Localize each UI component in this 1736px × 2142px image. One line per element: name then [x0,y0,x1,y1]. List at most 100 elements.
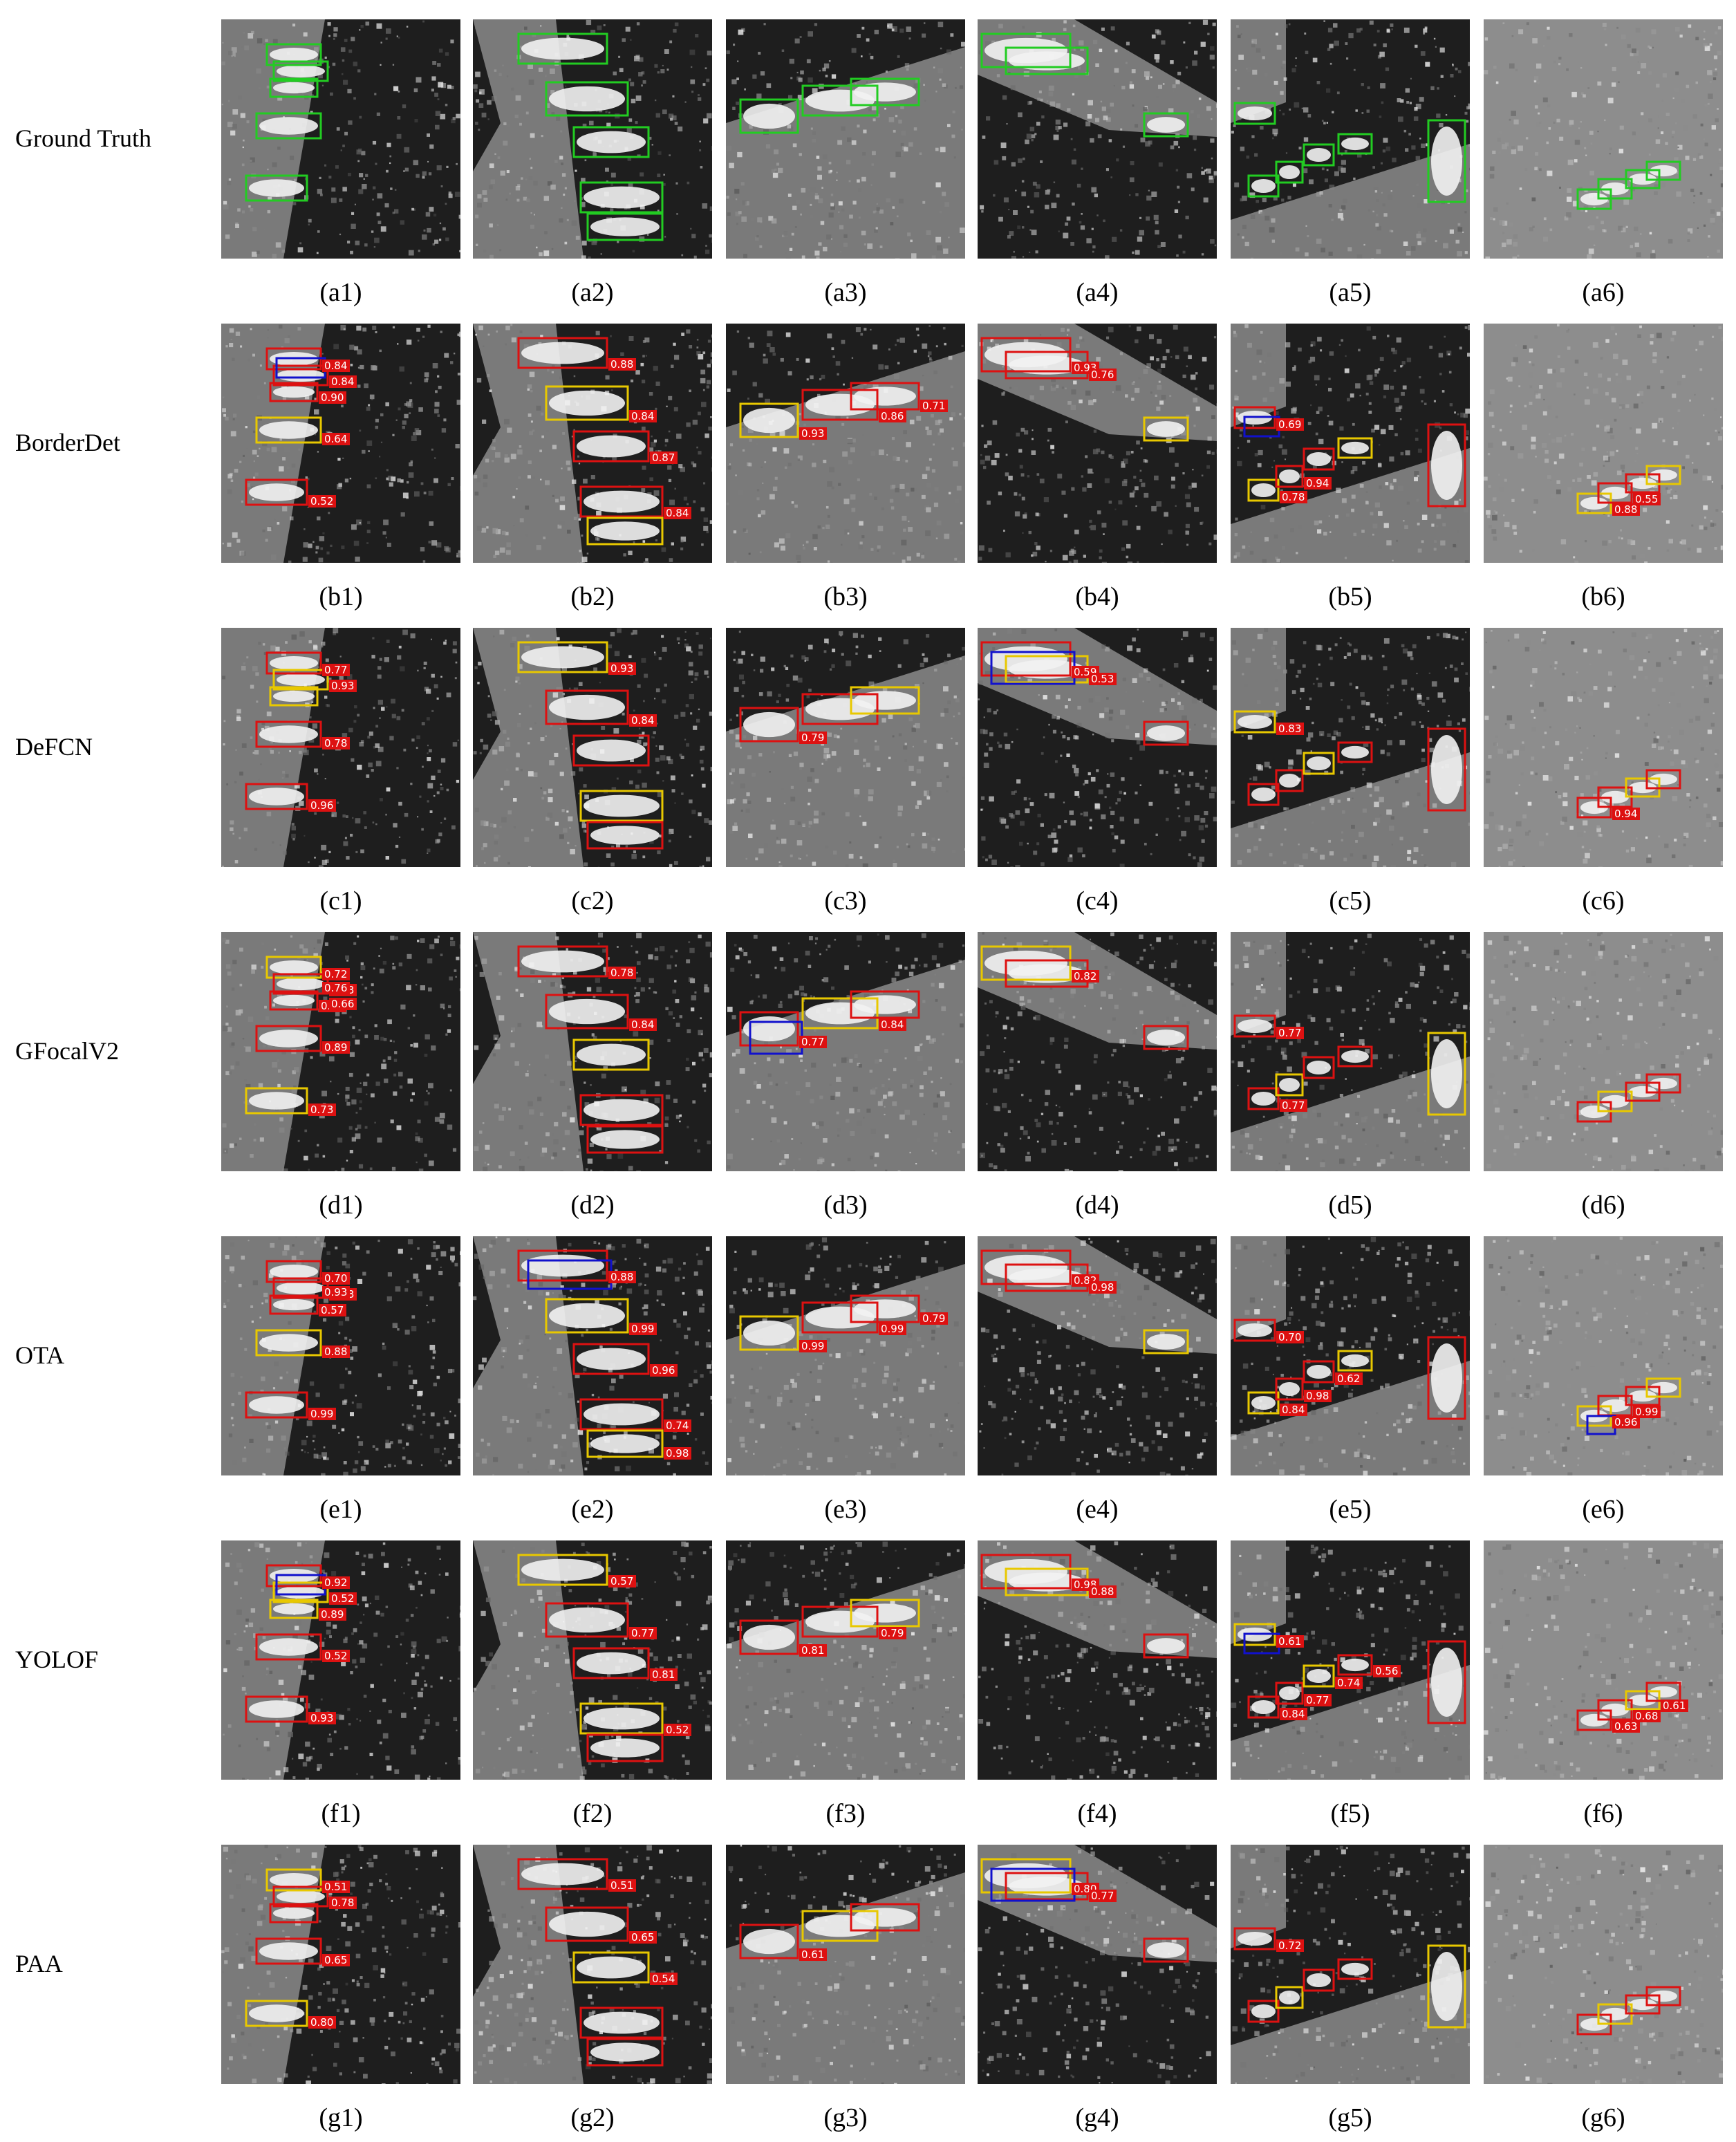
ship-target [1601,2007,1629,2021]
ship-target [249,2004,304,2022]
ship-target [743,1624,795,1650]
ship-target [1431,735,1462,804]
score-label-bg [329,680,357,692]
sar-image-panel: 0.88 0.99 0.96 0.74 0.98 [473,1236,712,1475]
panel-canvas [473,19,712,259]
missed-detection-box [545,385,629,421]
missed-detection-box [255,1329,322,1357]
ship-target [259,1638,318,1656]
ship-target [1009,1268,1085,1287]
score-label-bg [629,1931,657,1944]
sar-image-panel: 0.82 [978,932,1217,1171]
speckle-texture [978,1845,1217,2084]
ship-target [1650,1990,1677,2002]
detection-box [1645,1986,1681,2006]
panel-caption: (c1) [319,886,362,915]
ship-target [854,387,916,406]
score-label-bg [1276,418,1304,431]
ship-target [1147,1334,1185,1350]
score-label-bg [1089,1585,1117,1598]
speckle-texture [978,1236,1217,1475]
ship-target [854,995,916,1014]
missed-detection-box [545,1298,629,1334]
missed-detection-box [586,1429,664,1458]
score-label-bg [799,427,827,440]
sar-image-panel: 0.81 0.79 [726,1540,965,1780]
sar-image-panel [221,19,460,259]
confidence-score: 0.77 [801,1036,824,1048]
panel-caption: (f1) [321,1799,361,1828]
panel-caption: (g6) [1581,2103,1625,2132]
detection-box [255,1025,322,1052]
land-region [1231,324,1286,427]
ship-target [584,490,660,513]
score-label-bg [1276,1331,1304,1343]
score-label-bg [319,1304,346,1316]
ship-target [277,1281,325,1295]
ship-target [277,369,325,382]
ground-truth-box [1427,119,1466,203]
panel-canvas: 0.77 0.84 [726,932,965,1171]
confidence-score: 0.52 [666,1724,689,1736]
sar-image-panel: 0.83 [1231,628,1470,867]
confidence-score: 0.77 [324,664,347,676]
panel-caption: (e1) [319,1495,362,1524]
ship-target [249,483,304,501]
panel-canvas: 0.51 0.65 0.54 [473,1845,712,2084]
ship-target [270,960,318,974]
land-region [473,1236,584,1475]
panel-caption: (a1) [319,278,362,307]
panel-caption: (g4) [1075,2103,1119,2132]
confidence-score: 0.99 [310,1408,333,1420]
confidence-score: 0.53 [1091,673,1114,685]
confidence-score: 0.78 [610,967,633,979]
sar-image-panel: 0.59 0.53 [978,628,1217,867]
ship-target [1431,1039,1462,1108]
panel-canvas [726,19,965,259]
panel-caption: (a3) [824,278,867,307]
sar-image-panel: 0.700.730.880.990.570.93 [221,1236,460,1475]
sar-image-panel: 0.80 0.77 [978,1845,1217,2084]
ship-target [1580,1105,1608,1119]
confidence-score: 0.51 [610,1879,633,1892]
detection-box [265,651,322,675]
ground-truth-box [586,212,664,241]
ship-target [1251,1396,1276,1410]
ship-target [584,1707,660,1730]
land-region [1231,1665,1470,1780]
ship-target [249,179,304,197]
detection-box [739,1011,799,1047]
ship-target [549,998,625,1025]
row-label-gfocalv2: GFocalV2 [15,1037,119,1065]
score-label-bg [1633,493,1661,505]
missed-detection-box [255,416,322,444]
sar-image-panel: 0.92 0.52 0.52 0.93 0.89 [221,1540,460,1780]
ship-target [249,1396,304,1414]
panel-canvas: 0.82 [978,932,1217,1171]
detection-box [801,1605,879,1638]
panel-caption: (e4) [1076,1495,1119,1524]
confidence-score: 0.79 [801,732,824,744]
confidence-score: 0.88 [324,1345,347,1358]
missed-detection-box [980,1858,1072,1894]
missed-detection-box [980,945,1072,981]
panel-caption: (c5) [1329,886,1372,915]
ship-target [1431,431,1462,500]
panel-canvas: 0.960.99 [1484,1236,1723,1475]
panel-canvas: 0.980.88 [978,1540,1217,1780]
detection-box [980,641,1072,677]
score-label-bg [329,1897,357,1909]
confidence-score: 0.98 [666,1447,689,1460]
score-label-bg [1661,1699,1688,1712]
ship-target [743,711,795,738]
ship-target [273,82,315,94]
missed-detection-box [265,1868,322,1892]
panel-caption: (b2) [570,582,615,611]
ship-target [1009,51,1085,71]
confidence-score: 0.68 [1635,1710,1658,1722]
ship-target [259,421,318,439]
land-region [1231,1361,1470,1475]
ship-target [1580,2018,1608,2031]
detection-box [1275,1377,1304,1401]
